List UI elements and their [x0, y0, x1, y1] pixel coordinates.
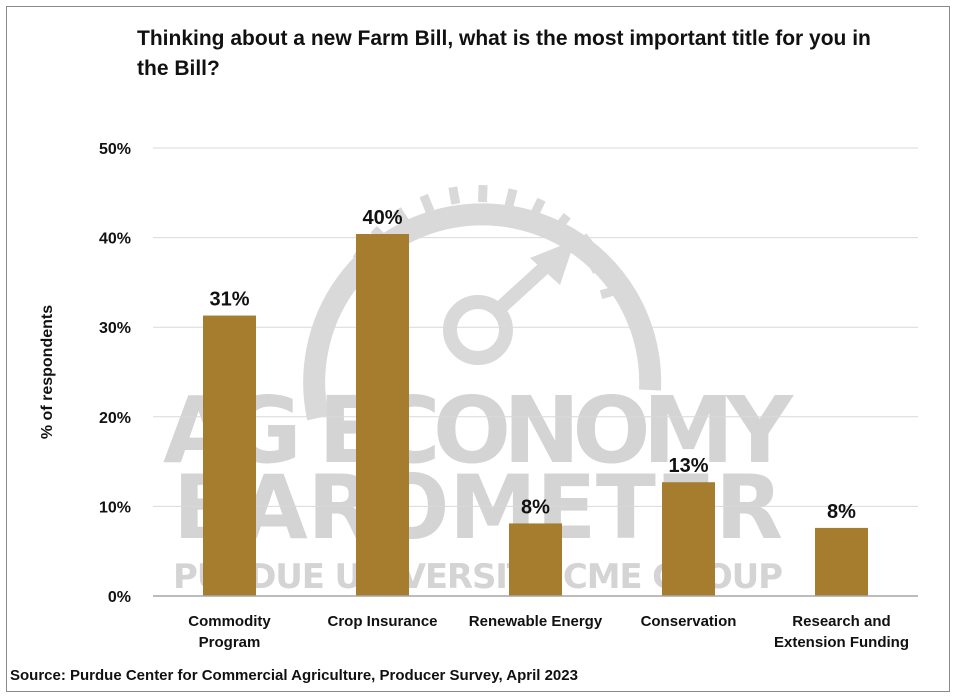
data-label: 8%	[827, 501, 856, 523]
watermark-hub	[443, 295, 513, 365]
watermark-line1: AG ECONOMY	[163, 377, 794, 484]
y-axis-ticks: 0% 10% 20% 30% 40% 50%	[99, 141, 131, 606]
watermark-tick	[530, 197, 546, 217]
y-tick-label: 50%	[99, 141, 131, 158]
watermark-tick	[393, 207, 411, 227]
x-axis-categories: Commodity Program Crop Insurance Renewable …	[188, 613, 909, 651]
category-label: Commodity	[188, 613, 271, 630]
y-tick-label: 20%	[99, 410, 131, 427]
watermark-dial	[303, 203, 662, 421]
category-label: Research and	[792, 613, 890, 630]
watermark-tick	[448, 186, 461, 205]
bar	[509, 523, 562, 596]
data-label: 40%	[362, 207, 402, 229]
data-label: 13%	[668, 455, 708, 477]
data-labels: 31% 40% 8% 13% 8%	[209, 207, 856, 523]
category-label: Extension Funding	[774, 634, 909, 651]
chart-title: Thinking about a new Farm Bill, what is …	[137, 27, 871, 80]
watermark-tick	[599, 285, 619, 300]
bar	[203, 315, 256, 596]
bar	[662, 482, 715, 596]
y-tick-label: 0%	[108, 589, 131, 606]
gridlines	[153, 147, 918, 507]
watermark-tick	[419, 193, 435, 214]
category-label: Crop Insurance	[327, 613, 437, 630]
data-label: 31%	[209, 289, 249, 311]
watermark-tick	[477, 184, 488, 203]
category-label: Program	[199, 634, 261, 651]
watermark-arrowhead	[530, 240, 575, 285]
source-note: Source: Purdue Center for Commercial Agr…	[10, 667, 578, 684]
bar	[815, 527, 868, 596]
bars	[203, 234, 868, 597]
bar	[356, 234, 409, 597]
y-axis-label: % of respondents	[39, 305, 56, 439]
y-tick-label: 30%	[99, 320, 131, 337]
data-label: 8%	[521, 496, 550, 518]
y-tick-label: 10%	[99, 499, 131, 516]
watermark-tick	[553, 212, 571, 232]
watermark-tick	[340, 276, 360, 291]
category-label: Conservation	[641, 613, 737, 630]
y-tick-label: 40%	[99, 231, 131, 248]
watermark-tick	[504, 188, 518, 207]
chart-frame	[6, 6, 950, 692]
category-label: Renewable Energy	[469, 613, 603, 630]
watermark-tick	[573, 233, 592, 252]
watermark-tick	[588, 257, 609, 274]
